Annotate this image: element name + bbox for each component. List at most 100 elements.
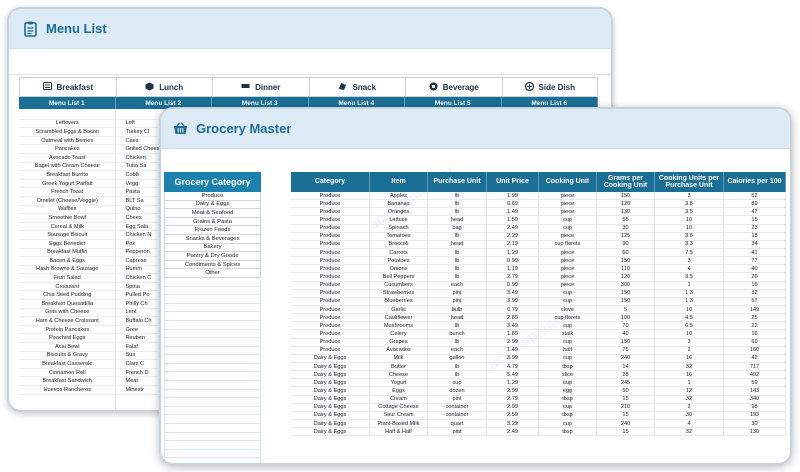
- list-item[interactable]: Bacon & Eggs: [19, 257, 116, 266]
- category-empty-cell[interactable]: [164, 338, 261, 347]
- cell-item[interactable]: Cauliflower: [370, 314, 428, 323]
- cell-grams-per-cooking-unit[interactable]: 150: [597, 192, 655, 201]
- cell-purchase-unit[interactable]: head: [428, 314, 487, 323]
- cell-cooking-units-per-purchase-unit[interactable]: 3.5: [655, 273, 724, 282]
- cell-purchase-unit[interactable]: bunch: [428, 330, 487, 339]
- cell-calories[interactable]: 193: [724, 411, 786, 420]
- cell-cooking-units-per-purchase-unit[interactable]: 3.5: [655, 208, 724, 217]
- list-item[interactable]: Minestr: [115, 386, 176, 395]
- cell-category[interactable]: Dairy & Eggs: [291, 354, 370, 363]
- cell-purchase-unit[interactable]: container: [428, 403, 487, 412]
- cell-grams-per-cooking-unit[interactable]: 28: [597, 371, 655, 380]
- cell-unit-price[interactable]: 2.79: [487, 395, 539, 404]
- cell-item[interactable]: Sour Cream: [370, 411, 428, 420]
- list-item[interactable]: Turkey Cl: [115, 128, 176, 137]
- cell-unit-price[interactable]: 2.99: [487, 387, 539, 396]
- cell-purchase-unit[interactable]: dozen: [428, 387, 487, 396]
- cell-category[interactable]: Produce: [291, 232, 370, 241]
- cell-calories[interactable]: 160: [724, 346, 786, 355]
- col-category[interactable]: Category: [291, 172, 370, 192]
- col-item[interactable]: Item: [370, 172, 428, 192]
- cell-purchase-unit[interactable]: lb: [428, 200, 487, 209]
- category-item[interactable]: Pantry & Dry Goods: [164, 252, 261, 261]
- list-item[interactable]: Chicken N: [115, 231, 176, 240]
- cell-cooking-units-per-purchase-unit[interactable]: 10: [655, 216, 724, 225]
- cell-purchase-unit[interactable]: lb: [428, 232, 487, 241]
- cell-grams-per-cooking-unit[interactable]: 240: [597, 419, 655, 429]
- cell-grams-per-cooking-unit[interactable]: 15: [597, 411, 655, 420]
- cell-cooking-units-per-purchase-unit[interactable]: 4: [655, 419, 724, 429]
- list-item[interactable]: Protein Pancakes: [19, 326, 116, 335]
- category-empty-cell[interactable]: [164, 458, 261, 463]
- list-item[interactable]: Eggs Benedict: [19, 240, 116, 249]
- list-item[interactable]: Pulled Po: [115, 291, 176, 301]
- cell-grams-per-cooking-unit[interactable]: 55: [597, 216, 655, 225]
- col-calories-per-100[interactable]: Calories per 100: [724, 172, 786, 192]
- cell-grams-per-cooking-unit[interactable]: 30: [597, 224, 655, 233]
- cell-cooking-unit[interactable]: half: [539, 346, 597, 355]
- cell-purchase-unit[interactable]: lb: [428, 192, 487, 201]
- cell-category[interactable]: Produce: [291, 322, 370, 331]
- cell-unit-price[interactable]: 1.49: [487, 346, 539, 355]
- cell-purchase-unit[interactable]: bag: [428, 224, 487, 233]
- cell-cooking-unit[interactable]: piece: [539, 232, 597, 241]
- cell-calories[interactable]: 143: [724, 387, 786, 396]
- list-item[interactable]: Sus: [115, 352, 176, 361]
- cell-item[interactable]: Cottage Cheese: [370, 403, 428, 412]
- cell-category[interactable]: Produce: [291, 257, 370, 266]
- cell-purchase-unit[interactable]: lb: [428, 371, 487, 380]
- cell-calories[interactable]: 32: [724, 289, 786, 298]
- list-item[interactable]: Humm: [115, 266, 176, 275]
- cell-cooking-units-per-purchase-unit[interactable]: 32: [655, 362, 724, 372]
- cell-purchase-unit[interactable]: lb: [428, 265, 487, 274]
- cell-cooking-unit[interactable]: cup: [539, 289, 597, 298]
- list-item[interactable]: [19, 111, 116, 120]
- cell-category[interactable]: Dairy & Eggs: [291, 371, 370, 380]
- category-empty-cell[interactable]: [164, 286, 261, 296]
- cell-unit-price[interactable]: 1.99: [487, 192, 539, 201]
- category-empty-cell[interactable]: [164, 381, 261, 390]
- cell-purchase-unit[interactable]: lb: [428, 322, 487, 331]
- cell-grams-per-cooking-unit[interactable]: 240: [597, 354, 655, 363]
- list-item[interactable]: Buffalo Ch: [115, 317, 176, 326]
- tab-snack[interactable]: Snack: [308, 77, 405, 97]
- cell-cooking-units-per-purchase-unit[interactable]: 10: [655, 224, 724, 233]
- category-item[interactable]: Snacks & Beverages: [164, 234, 261, 244]
- cell-purchase-unit[interactable]: cup: [428, 379, 487, 388]
- cell-item[interactable]: Bell Peppers: [370, 273, 428, 282]
- list-item[interactable]: Poached Eggs: [19, 334, 116, 344]
- list-item[interactable]: Caes: [115, 137, 176, 146]
- cell-cooking-unit[interactable]: egg: [539, 387, 597, 396]
- cell-grams-per-cooking-unit[interactable]: 120: [597, 273, 655, 282]
- cell-calories[interactable]: 47: [724, 208, 786, 217]
- list-item[interactable]: Smoothie Bowl: [19, 214, 116, 223]
- cell-cooking-unit[interactable]: piece: [539, 200, 597, 209]
- list-item[interactable]: Avocado Toast: [19, 154, 116, 163]
- cell-item[interactable]: Eggs: [370, 387, 428, 396]
- cell-cooking-units-per-purchase-unit[interactable]: 4: [655, 265, 724, 274]
- cell-cooking-units-per-purchase-unit[interactable]: 2: [655, 346, 724, 355]
- list-item[interactable]: Grilled Chees: [115, 145, 176, 154]
- category-empty-cell[interactable]: [164, 389, 261, 399]
- tab-dinner[interactable]: Dinner: [212, 77, 309, 97]
- cell-unit-price[interactable]: 2.49: [487, 428, 539, 437]
- cell-grams-per-cooking-unit[interactable]: 130: [597, 208, 655, 217]
- category-empty-cell[interactable]: [164, 449, 261, 459]
- cell-grams-per-cooking-unit[interactable]: 70: [597, 322, 655, 331]
- cell-purchase-unit[interactable]: pint: [428, 289, 487, 298]
- cell-item[interactable]: Avocados: [370, 346, 428, 355]
- cell-cooking-unit[interactable]: cup: [539, 419, 597, 429]
- cell-calories[interactable]: 41: [724, 248, 786, 258]
- cell-category[interactable]: Produce: [291, 305, 370, 315]
- tab-side-dish[interactable]: Side Dish: [501, 77, 598, 97]
- cell-item[interactable]: Half & Half: [370, 428, 428, 437]
- category-empty-cell[interactable]: [164, 355, 261, 364]
- cell-cooking-unit[interactable]: cup: [539, 354, 597, 363]
- cell-calories[interactable]: 340: [724, 395, 786, 404]
- cell-item[interactable]: Yogurt: [370, 379, 428, 388]
- cell-item[interactable]: Cream: [370, 395, 428, 404]
- cell-cooking-unit[interactable]: tbsp: [539, 395, 597, 404]
- cell-purchase-unit[interactable]: bulb: [428, 305, 487, 315]
- cell-calories[interactable]: 40: [724, 265, 786, 274]
- col-grams-per-cooking-unit[interactable]: Grams per Cooking Unit: [597, 172, 655, 192]
